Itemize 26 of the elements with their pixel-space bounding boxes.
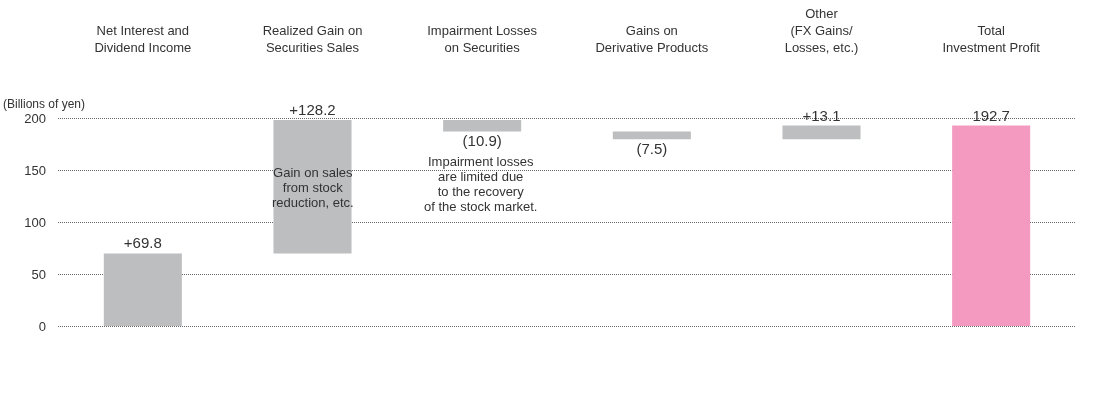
y-tick-label: 100 xyxy=(24,214,46,230)
y-tick-label: 150 xyxy=(24,162,46,178)
bar xyxy=(443,120,522,132)
data-label: 192.7 xyxy=(972,106,1010,124)
data-label: (7.5) xyxy=(636,140,668,158)
bar xyxy=(952,125,1031,326)
bar xyxy=(273,120,352,254)
x-tick-label: Net Interest and Dividend Income xyxy=(94,23,192,55)
annotation: Impairment losses are limited due to the recovery of the stock market. xyxy=(424,154,538,214)
x-tick-label: Other (FX Gains/ Losses, etc.) xyxy=(784,6,859,55)
y-tick-label: 200 xyxy=(24,110,46,126)
data-label: +128.2 xyxy=(289,101,336,119)
bar xyxy=(612,131,691,140)
bar xyxy=(103,253,182,326)
y-tick-label: 50 xyxy=(31,266,46,282)
y-axis-title: (Billions of yen) xyxy=(3,97,86,111)
x-tick-label: Realized Gain on Securities Sales xyxy=(262,23,363,55)
x-tick-label: Impairment Losses on Securities xyxy=(427,23,538,55)
data-label: +13.1 xyxy=(802,106,841,124)
data-label: +69.8 xyxy=(123,234,162,252)
annotation: Gain on sales from stock reduction, etc. xyxy=(272,165,354,210)
x-tick-label: Total Investment Profit xyxy=(942,23,1041,55)
bar xyxy=(782,125,861,140)
data-label: (10.9) xyxy=(462,132,502,150)
y-tick-label: 0 xyxy=(38,318,46,334)
x-tick-label: Gains on Derivative Products xyxy=(595,23,709,55)
